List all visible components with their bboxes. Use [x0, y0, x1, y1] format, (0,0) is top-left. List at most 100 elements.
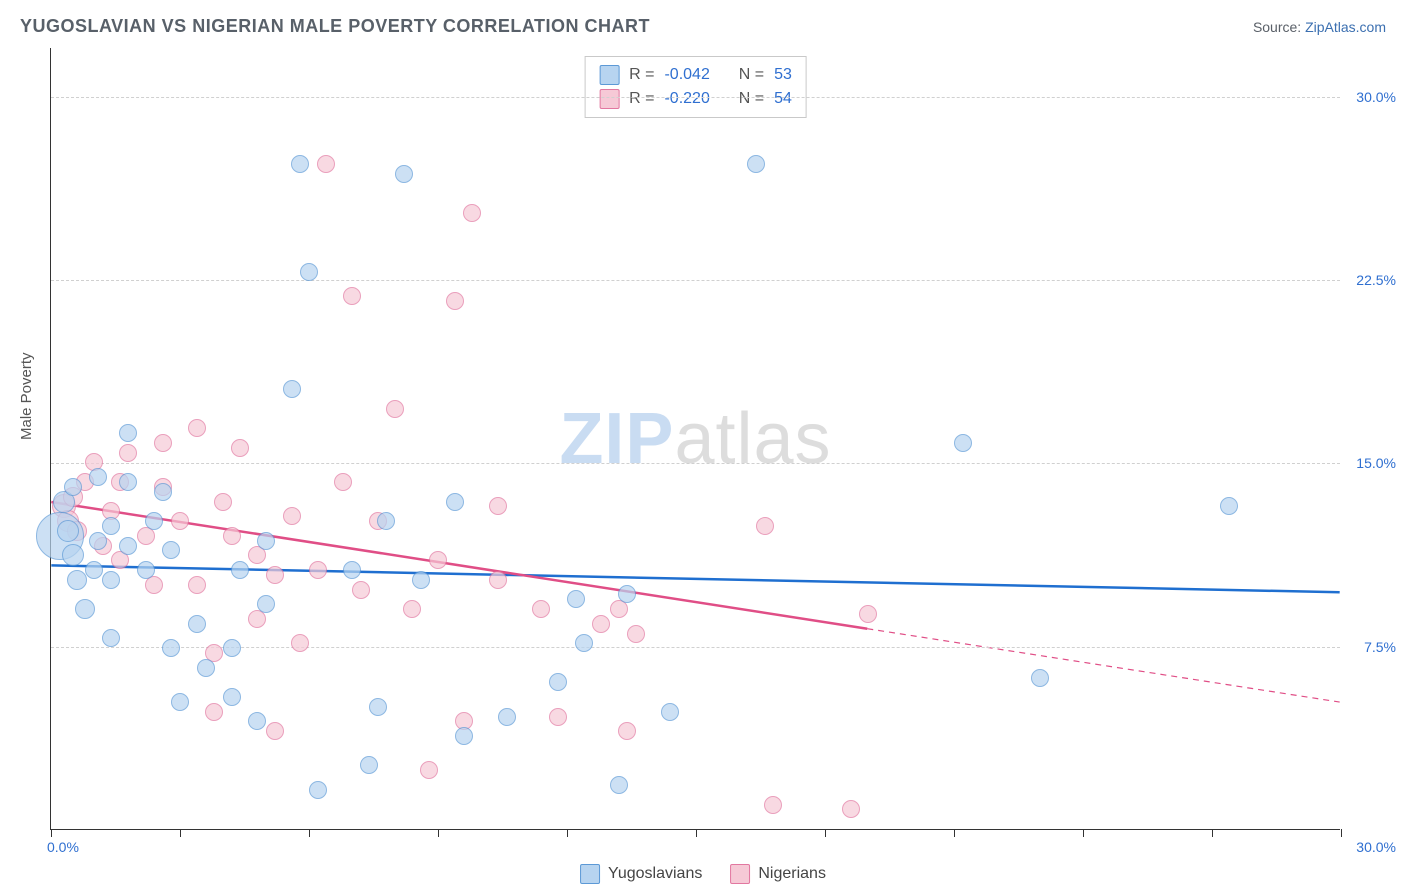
- data-point-blue: [231, 561, 249, 579]
- data-point-pink: [842, 800, 860, 818]
- data-point-pink: [627, 625, 645, 643]
- data-point-blue: [223, 639, 241, 657]
- data-point-pink: [446, 292, 464, 310]
- x-tick: [1341, 829, 1342, 837]
- data-point-blue: [248, 712, 266, 730]
- data-point-pink: [317, 155, 335, 173]
- data-point-pink: [291, 634, 309, 652]
- data-point-blue: [171, 693, 189, 711]
- data-point-blue: [75, 599, 95, 619]
- data-point-blue: [64, 478, 82, 496]
- data-point-blue: [747, 155, 765, 173]
- data-point-pink: [352, 581, 370, 599]
- data-point-blue: [455, 727, 473, 745]
- x-tick: [438, 829, 439, 837]
- r-label: R =: [629, 87, 654, 111]
- x-tick: [1212, 829, 1213, 837]
- data-point-blue: [102, 517, 120, 535]
- data-point-pink: [171, 512, 189, 530]
- data-point-pink: [154, 434, 172, 452]
- data-point-pink: [266, 566, 284, 584]
- data-point-blue: [145, 512, 163, 530]
- data-point-blue: [89, 532, 107, 550]
- data-point-blue: [661, 703, 679, 721]
- n-value-blue: 53: [774, 63, 792, 87]
- r-value-pink: -0.220: [664, 87, 709, 111]
- data-point-blue: [954, 434, 972, 452]
- data-point-blue: [300, 263, 318, 281]
- data-point-blue: [102, 571, 120, 589]
- gridline-h: [51, 280, 1340, 281]
- data-point-pink: [549, 708, 567, 726]
- data-point-pink: [420, 761, 438, 779]
- source-prefix: Source:: [1253, 19, 1305, 35]
- data-point-pink: [266, 722, 284, 740]
- data-point-pink: [756, 517, 774, 535]
- y-tick-label: 22.5%: [1356, 272, 1396, 288]
- data-point-blue: [162, 639, 180, 657]
- data-point-blue: [119, 424, 137, 442]
- data-point-pink: [334, 473, 352, 491]
- x-tick: [954, 829, 955, 837]
- y-tick-label: 30.0%: [1356, 89, 1396, 105]
- data-point-blue: [57, 520, 79, 542]
- data-point-pink: [489, 571, 507, 589]
- data-point-blue: [1031, 669, 1049, 687]
- x-tick: [825, 829, 826, 837]
- n-value-pink: 54: [774, 87, 792, 111]
- data-point-blue: [257, 595, 275, 613]
- data-point-pink: [223, 527, 241, 545]
- data-point-pink: [859, 605, 877, 623]
- swatch-blue: [599, 65, 619, 85]
- data-point-pink: [188, 419, 206, 437]
- data-point-blue: [119, 537, 137, 555]
- data-point-pink: [429, 551, 447, 569]
- data-point-blue: [610, 776, 628, 794]
- n-label: N =: [739, 63, 764, 87]
- data-point-blue: [360, 756, 378, 774]
- x-tick: [51, 829, 52, 837]
- data-point-blue: [137, 561, 155, 579]
- data-point-blue: [549, 673, 567, 691]
- swatch-pink: [730, 864, 750, 884]
- legend-item-blue: Yugoslavians: [580, 864, 702, 884]
- data-point-blue: [377, 512, 395, 530]
- data-point-blue: [498, 708, 516, 726]
- data-point-pink: [283, 507, 301, 525]
- data-point-blue: [257, 532, 275, 550]
- data-point-pink: [532, 600, 550, 618]
- data-point-pink: [403, 600, 421, 618]
- data-point-pink: [214, 493, 232, 511]
- x-tick: [696, 829, 697, 837]
- r-label: R =: [629, 63, 654, 87]
- x-tick: [567, 829, 568, 837]
- data-point-blue: [446, 493, 464, 511]
- y-tick-label: 15.0%: [1356, 455, 1396, 471]
- x-tick: [1083, 829, 1084, 837]
- data-point-blue: [188, 615, 206, 633]
- data-point-pink: [343, 287, 361, 305]
- data-point-blue: [154, 483, 172, 501]
- data-point-blue: [67, 570, 87, 590]
- data-point-blue: [343, 561, 361, 579]
- source-link[interactable]: ZipAtlas.com: [1305, 19, 1386, 35]
- data-point-pink: [309, 561, 327, 579]
- watermark: ZIPatlas: [559, 398, 831, 480]
- correlation-stat-box: R = -0.042 N = 53 R = -0.220 N = 54: [584, 56, 807, 118]
- data-point-blue: [162, 541, 180, 559]
- chart-title: YUGOSLAVIAN VS NIGERIAN MALE POVERTY COR…: [20, 16, 650, 37]
- data-point-blue: [102, 629, 120, 647]
- gridline-h: [51, 647, 1340, 648]
- data-point-blue: [197, 659, 215, 677]
- scatter-plot-area: ZIPatlas R = -0.042 N = 53 R = -0.220 N …: [50, 48, 1340, 830]
- data-point-blue: [283, 380, 301, 398]
- y-axis-title: Male Poverty: [18, 352, 35, 440]
- x-tick: [180, 829, 181, 837]
- data-point-pink: [489, 497, 507, 515]
- data-point-pink: [231, 439, 249, 457]
- n-label: N =: [739, 87, 764, 111]
- gridline-h: [51, 463, 1340, 464]
- data-point-blue: [575, 634, 593, 652]
- data-point-pink: [764, 796, 782, 814]
- legend-label-blue: Yugoslavians: [608, 865, 702, 883]
